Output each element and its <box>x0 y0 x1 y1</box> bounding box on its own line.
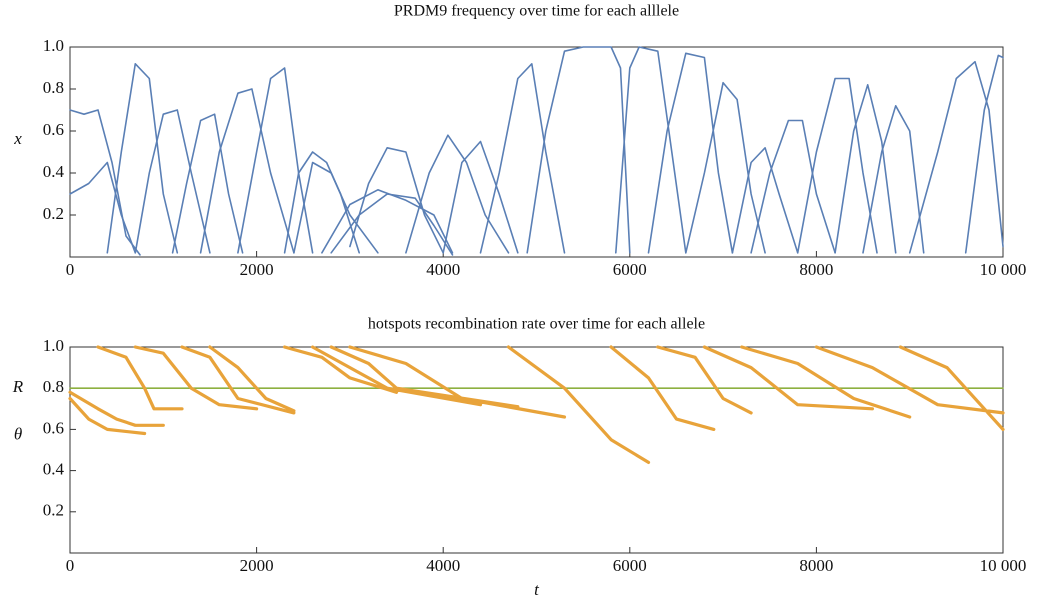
series-line <box>171 113 244 254</box>
series-line <box>685 81 766 254</box>
series-line <box>862 105 925 254</box>
x-axis-label: t <box>534 580 540 599</box>
series-line <box>69 109 141 256</box>
x-tick-label: 8000 <box>799 260 833 279</box>
x-tick-label: 4000 <box>426 556 460 575</box>
series-line <box>731 147 799 254</box>
x-tick-label: 2000 <box>240 260 274 279</box>
x-tick-label: 6000 <box>613 260 647 279</box>
chart-title: PRDM9 frequency over time for each allle… <box>394 3 679 20</box>
series-line <box>647 52 734 254</box>
y-tick-label: 0.2 <box>43 204 64 223</box>
series-line <box>199 88 295 254</box>
series-line <box>750 119 836 254</box>
series-line <box>283 151 360 254</box>
series-line <box>908 60 1004 254</box>
series-label: R <box>12 377 24 396</box>
y-tick-label: 0.4 <box>43 460 65 479</box>
y-tick-label: 0.6 <box>43 120 64 139</box>
series-line <box>834 84 897 254</box>
series-line <box>106 63 179 254</box>
series-line <box>442 140 519 254</box>
y-axis-label: x <box>13 129 22 148</box>
y-tick-label: 1.0 <box>43 36 64 55</box>
chart-title: hotspots recombination rate over time fo… <box>368 316 705 333</box>
x-tick-label: 0 <box>66 260 75 279</box>
x-tick-label: 10 000 <box>980 260 1027 279</box>
plot-frame <box>69 46 1004 258</box>
y-tick-label: 0.8 <box>43 377 64 396</box>
y-tick-label: 0.2 <box>43 501 64 520</box>
series-line <box>330 193 454 256</box>
series-line <box>134 109 211 254</box>
y-tick-label: 0.4 <box>43 162 65 181</box>
x-tick-label: 10 000 <box>980 556 1027 575</box>
series-line <box>526 46 631 254</box>
series-line <box>479 63 566 254</box>
series-line <box>69 161 137 254</box>
x-tick-label: 0 <box>66 556 75 575</box>
series-line <box>796 77 878 254</box>
series-line <box>68 345 1005 464</box>
series-line <box>349 147 444 254</box>
series-label: θ <box>14 424 22 443</box>
series-line <box>615 46 687 254</box>
x-tick-label: 6000 <box>613 556 647 575</box>
x-tick-label: 8000 <box>799 556 833 575</box>
y-tick-label: 0.6 <box>43 418 64 437</box>
series-line <box>405 134 510 254</box>
series-line <box>964 54 1004 254</box>
y-tick-label: 0.8 <box>43 78 64 97</box>
y-tick-label: 1.0 <box>43 336 64 355</box>
x-tick-label: 2000 <box>240 556 274 575</box>
series-line <box>293 161 379 254</box>
series-line <box>237 67 314 254</box>
x-tick-label: 4000 <box>426 260 460 279</box>
plot-frame <box>69 346 1004 554</box>
